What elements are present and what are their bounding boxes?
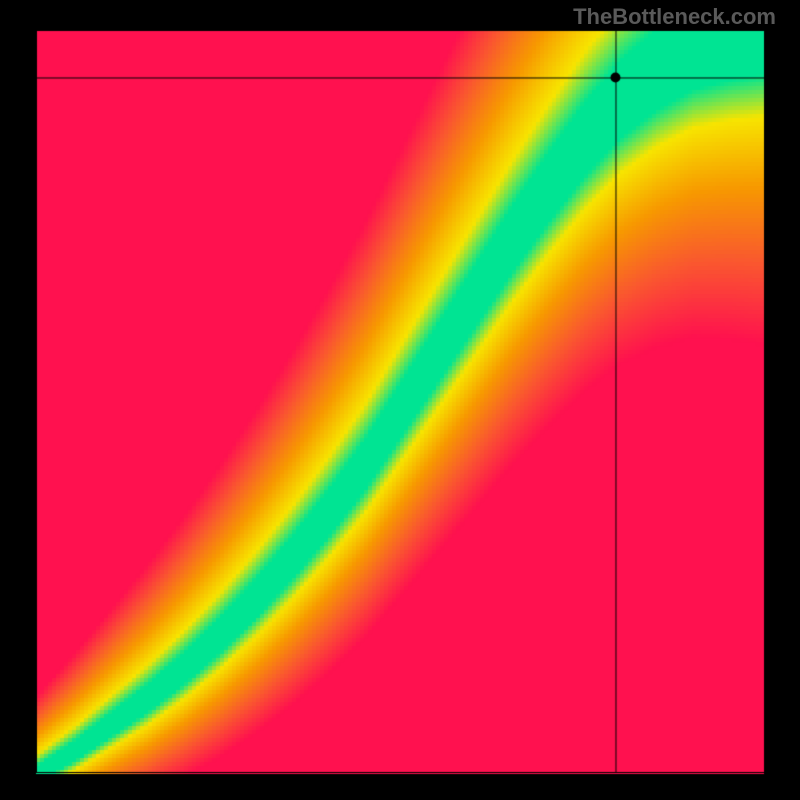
watermark: TheBottleneck.com [573, 4, 776, 30]
bottleneck-heatmap [0, 0, 800, 800]
chart-container: TheBottleneck.com [0, 0, 800, 800]
